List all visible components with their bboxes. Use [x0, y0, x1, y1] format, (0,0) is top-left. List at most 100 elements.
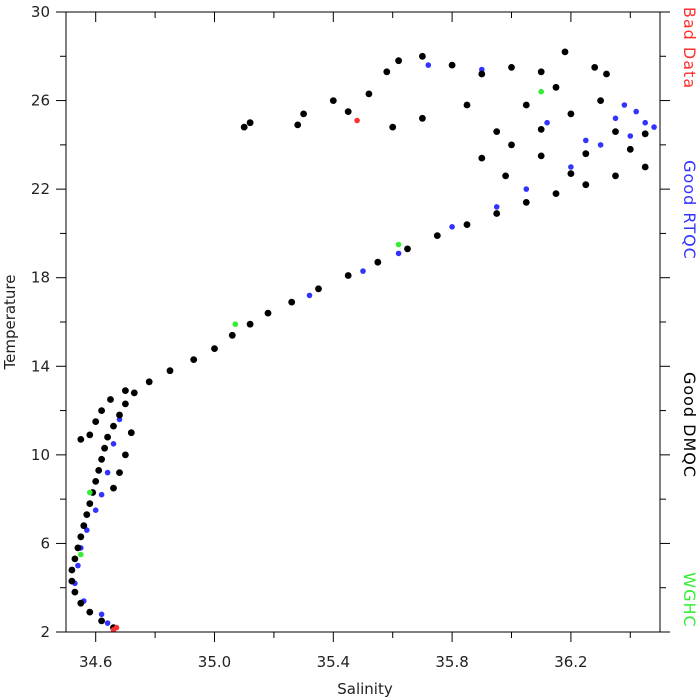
point-good-dmqc	[74, 544, 82, 552]
point-good-dmqc	[264, 309, 272, 317]
y-tick-label: 14	[31, 357, 50, 375]
point-wghc	[538, 88, 544, 95]
point-good-rtqc	[75, 562, 81, 569]
point-good-rtqc	[651, 124, 657, 130]
point-good-rtqc	[597, 142, 604, 148]
point-good-dmqc	[612, 128, 619, 136]
point-good-dmqc	[122, 387, 129, 394]
point-good-rtqc	[642, 119, 648, 126]
point-bad-data	[113, 624, 120, 631]
plot-frame	[65, 11, 661, 633]
point-good-rtqc	[360, 268, 366, 274]
y-tick-label: 22	[31, 180, 50, 198]
point-good-dmqc	[300, 110, 307, 118]
point-good-dmqc	[597, 97, 604, 104]
point-good-dmqc	[288, 298, 296, 306]
point-good-dmqc	[80, 522, 88, 530]
point-good-dmqc	[612, 172, 619, 180]
point-good-dmqc	[641, 163, 649, 171]
point-bad-data	[354, 117, 360, 124]
point-good-dmqc	[228, 331, 236, 339]
point-good-dmqc	[101, 444, 108, 452]
point-good-rtqc	[583, 137, 589, 144]
y-tick-label: 26	[31, 92, 50, 110]
point-good-dmqc	[68, 577, 76, 585]
point-good-dmqc	[211, 345, 218, 352]
point-good-dmqc	[315, 285, 322, 293]
point-good-dmqc	[190, 356, 198, 363]
point-good-rtqc	[633, 108, 639, 115]
x-tick-label: 34.6	[79, 653, 112, 671]
point-good-dmqc	[92, 478, 100, 485]
point-good-dmqc	[567, 110, 575, 118]
point-good-dmqc	[92, 418, 100, 425]
point-good-dmqc	[344, 272, 352, 279]
point-good-dmqc	[463, 221, 471, 229]
point-good-dmqc	[383, 68, 391, 76]
point-good-dmqc	[582, 181, 590, 189]
point-good-dmqc	[107, 396, 114, 403]
point-good-dmqc	[95, 467, 103, 474]
point-good-dmqc	[246, 320, 254, 328]
point-good-rtqc	[92, 507, 99, 513]
point-good-dmqc	[116, 411, 123, 419]
y-tick-label: 18	[31, 269, 50, 287]
y-tick-label: 2	[40, 623, 50, 641]
point-good-dmqc	[537, 125, 545, 133]
point-wghc	[87, 489, 93, 496]
legend: Bad Data Good RTQC Good DMQC WGHC	[680, 7, 699, 628]
point-good-rtqc	[98, 491, 105, 498]
point-good-dmqc	[240, 123, 248, 131]
point-good-dmqc	[522, 101, 530, 109]
point-good-dmqc	[77, 533, 85, 541]
point-good-dmqc	[110, 484, 117, 492]
x-axis-ticks: 34.6 35.0 35.4 35.8 36.2	[79, 12, 631, 671]
point-good-rtqc	[425, 62, 432, 68]
x-tick-label: 35.4	[317, 653, 350, 671]
point-good-dmqc	[448, 61, 456, 69]
right-axis-ticks	[660, 11, 670, 633]
point-good-dmqc	[166, 367, 174, 375]
point-good-dmqc	[83, 511, 91, 518]
point-good-rtqc	[523, 186, 530, 192]
point-good-dmqc	[98, 455, 105, 463]
point-good-dmqc	[86, 500, 94, 507]
y-tick-label: 10	[31, 446, 50, 464]
point-good-rtqc	[612, 115, 619, 122]
point-wghc	[395, 241, 402, 248]
point-good-dmqc	[68, 566, 76, 574]
point-good-dmqc	[522, 199, 530, 206]
point-good-dmqc	[127, 429, 135, 437]
point-good-rtqc	[110, 441, 117, 447]
point-good-rtqc	[98, 611, 105, 618]
point-good-dmqc	[502, 172, 509, 180]
point-good-dmqc	[104, 433, 111, 441]
x-tick-label: 35.0	[198, 653, 231, 671]
point-good-rtqc	[306, 292, 313, 299]
x-tick-label: 35.8	[435, 653, 468, 671]
point-good-dmqc	[478, 70, 486, 78]
point-good-rtqc	[621, 102, 628, 108]
point-good-dmqc	[294, 121, 302, 129]
point-good-dmqc	[329, 97, 337, 104]
point-good-dmqc	[122, 451, 129, 459]
y-tick-label: 30	[31, 3, 50, 21]
point-good-rtqc	[104, 620, 111, 626]
point-good-dmqc	[130, 389, 138, 397]
point-good-dmqc	[246, 119, 254, 127]
point-good-dmqc	[365, 90, 373, 98]
legend-item-bad-data: Bad Data	[680, 7, 699, 89]
point-good-rtqc	[493, 204, 500, 210]
point-good-dmqc	[493, 210, 501, 217]
point-good-dmqc	[86, 608, 94, 616]
point-wghc	[232, 321, 239, 328]
y-tick-label: 6	[40, 534, 50, 552]
point-good-dmqc	[122, 400, 129, 408]
point-good-rtqc	[568, 164, 574, 170]
point-good-dmqc	[374, 258, 382, 266]
point-good-dmqc	[98, 617, 105, 625]
y-axis-label: Temperature	[1, 274, 19, 370]
point-good-dmqc	[582, 150, 590, 158]
